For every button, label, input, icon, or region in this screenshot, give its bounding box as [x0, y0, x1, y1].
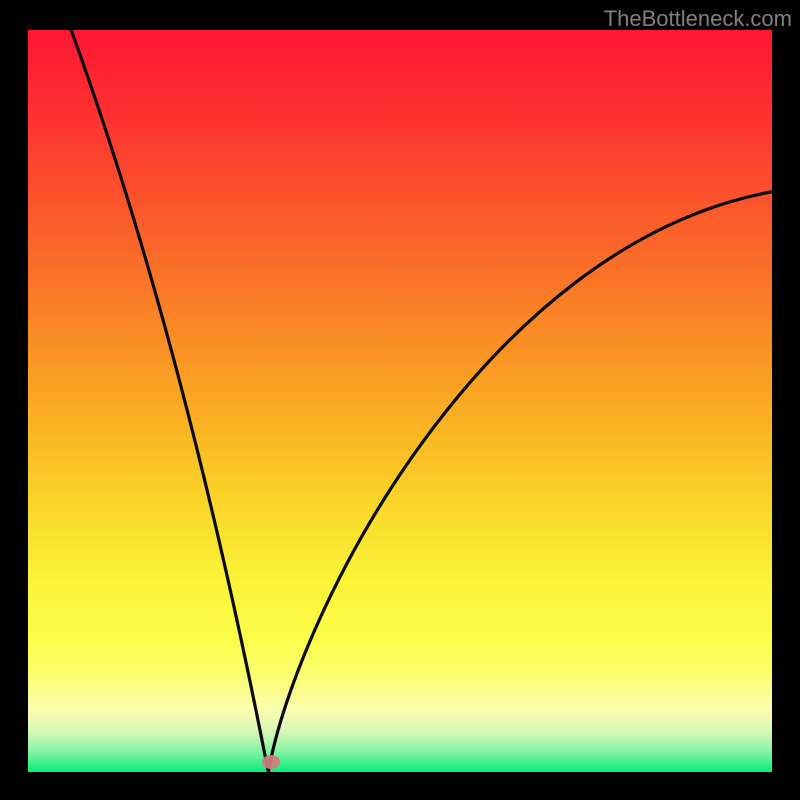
plot-area — [28, 30, 772, 772]
curve-path — [71, 30, 772, 772]
chart-frame: TheBottleneck.com — [0, 0, 800, 800]
bottleneck-curve — [28, 30, 772, 772]
watermark-text: TheBottleneck.com — [604, 6, 792, 32]
minimum-marker — [262, 755, 280, 769]
